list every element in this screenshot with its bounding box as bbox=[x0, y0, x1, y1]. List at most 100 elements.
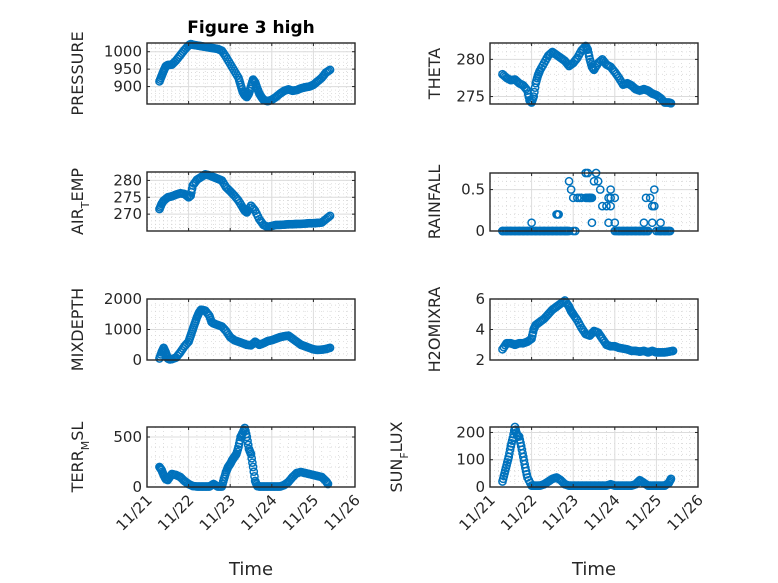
data-point bbox=[505, 449, 514, 458]
data-point bbox=[667, 346, 677, 356]
figure-title: Figure 3 high bbox=[187, 18, 315, 38]
x-tick-label: 11/26 bbox=[664, 491, 707, 534]
data-point bbox=[595, 330, 604, 339]
y-tick-label: 1000 bbox=[104, 321, 142, 339]
data-point bbox=[606, 185, 615, 194]
y-axis-label: TERRMSL bbox=[68, 422, 92, 494]
subplot-h2omixra[interactable]: 2 4 6 H2OMIXRA bbox=[425, 287, 699, 373]
data-point bbox=[517, 445, 527, 455]
data-point bbox=[499, 471, 509, 481]
data-point bbox=[566, 185, 576, 194]
y-tick-label: 2000 bbox=[104, 290, 142, 308]
y-axis-label-subscript: T bbox=[79, 201, 92, 209]
data-point bbox=[231, 192, 241, 202]
axes-frame bbox=[489, 426, 699, 488]
y-tick-label: 280 bbox=[113, 171, 142, 189]
data-point bbox=[649, 185, 659, 194]
y-axis-label-main: SUN bbox=[387, 459, 406, 493]
data-point bbox=[249, 467, 259, 477]
y-tick-label: 270 bbox=[113, 205, 142, 223]
data-series bbox=[498, 41, 676, 108]
data-point bbox=[570, 56, 579, 66]
axes-frame bbox=[146, 42, 356, 105]
subplot-theta[interactable]: 275 280 THETA bbox=[425, 41, 699, 108]
data-point bbox=[639, 218, 649, 228]
data-point bbox=[501, 463, 511, 473]
data-point bbox=[647, 218, 657, 228]
data-point bbox=[245, 447, 255, 457]
data-series bbox=[498, 422, 676, 490]
y-axis-label-subscript: M bbox=[79, 441, 92, 451]
data-point bbox=[568, 193, 578, 203]
data-point bbox=[232, 71, 242, 80]
data-point bbox=[521, 84, 531, 94]
data-point bbox=[564, 176, 574, 186]
data-point bbox=[665, 98, 675, 108]
x-axis-label: Time bbox=[571, 559, 616, 580]
y-axis-label: H2OMIXRA bbox=[425, 287, 444, 373]
y-axis-label: RAINFALL bbox=[425, 165, 444, 240]
y-tick-label: 100 bbox=[456, 451, 485, 469]
y-axis-label: THETA bbox=[425, 48, 444, 100]
data-point bbox=[527, 218, 536, 228]
y-axis-label: AIRTEMP bbox=[68, 168, 92, 235]
data-point bbox=[519, 456, 529, 465]
data-point bbox=[589, 176, 599, 186]
axes-frame bbox=[146, 426, 356, 488]
data-point bbox=[656, 218, 665, 228]
data-point bbox=[604, 218, 613, 228]
data-point bbox=[610, 193, 620, 203]
x-tick-label: 11/24 bbox=[580, 491, 623, 534]
y-tick-label: 0.5 bbox=[461, 181, 485, 199]
y-tick-label: 500 bbox=[113, 428, 142, 446]
data-point bbox=[233, 444, 243, 454]
data-point bbox=[554, 210, 563, 219]
data-point bbox=[243, 436, 252, 446]
y-axis-label: MIXDEPTH bbox=[68, 288, 87, 371]
data-point bbox=[602, 201, 611, 211]
y-tick-label: 280 bbox=[456, 50, 485, 68]
data-point bbox=[587, 193, 597, 203]
data-point bbox=[597, 201, 607, 211]
y-axis-label-main: AIR bbox=[68, 208, 87, 235]
data-point bbox=[530, 87, 539, 97]
y-axis-label: PRESSURE bbox=[68, 31, 87, 115]
data-point bbox=[607, 64, 617, 73]
y-tick-label: 200 bbox=[456, 423, 485, 441]
y-tick-label: 275 bbox=[113, 188, 142, 206]
x-axis-label: Time bbox=[228, 559, 273, 580]
y-tick-label: 2 bbox=[475, 351, 485, 369]
y-axis-label: SUNFLUX bbox=[387, 421, 411, 492]
y-tick-label: 0 bbox=[132, 351, 142, 369]
data-series bbox=[155, 170, 335, 232]
y-tick-label: 4 bbox=[475, 321, 485, 339]
y-tick-label: 1000 bbox=[104, 43, 142, 61]
data-point bbox=[324, 212, 334, 222]
data-point bbox=[595, 57, 604, 67]
data-point bbox=[324, 343, 334, 353]
data-point bbox=[248, 339, 257, 349]
subplot-mixdepth[interactable]: 0 1000 2000 MIXDEPTH bbox=[68, 288, 356, 371]
subplot-rainfall[interactable]: 0 0.5 RAINFALL bbox=[425, 165, 699, 240]
data-point bbox=[641, 193, 651, 203]
x-tick-label: 11/26 bbox=[321, 491, 364, 534]
y-tick-label: 0 bbox=[132, 478, 142, 496]
data-point bbox=[324, 66, 334, 76]
data-point bbox=[593, 176, 603, 186]
data-point bbox=[645, 193, 655, 203]
y-tick-label: 0 bbox=[475, 222, 485, 240]
data-point bbox=[239, 205, 249, 214]
data-point bbox=[252, 479, 261, 489]
data-point bbox=[665, 475, 675, 485]
x-tick-label: 11/21 bbox=[456, 491, 499, 534]
y-axis-label-rest: EMP bbox=[68, 168, 87, 202]
y-axis-label-subscript: F bbox=[398, 452, 411, 458]
data-point bbox=[220, 469, 230, 479]
data-point bbox=[570, 311, 579, 321]
y-tick-label: 900 bbox=[113, 78, 142, 96]
